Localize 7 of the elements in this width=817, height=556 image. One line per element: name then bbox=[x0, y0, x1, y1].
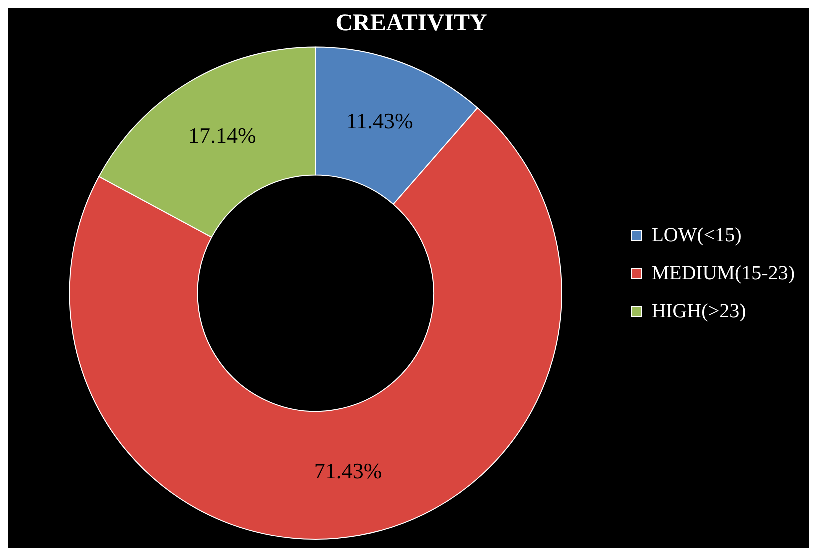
data-label: 17.14% bbox=[188, 122, 256, 148]
legend-label: HIGH(>23) bbox=[652, 300, 746, 322]
legend-label: LOW(<15) bbox=[652, 224, 742, 246]
data-label: 11.43% bbox=[346, 108, 414, 134]
chart-title: CREATIVITY bbox=[336, 10, 488, 37]
data-label: 71.43% bbox=[314, 458, 382, 484]
legend-label: MEDIUM(15-23) bbox=[652, 262, 795, 284]
